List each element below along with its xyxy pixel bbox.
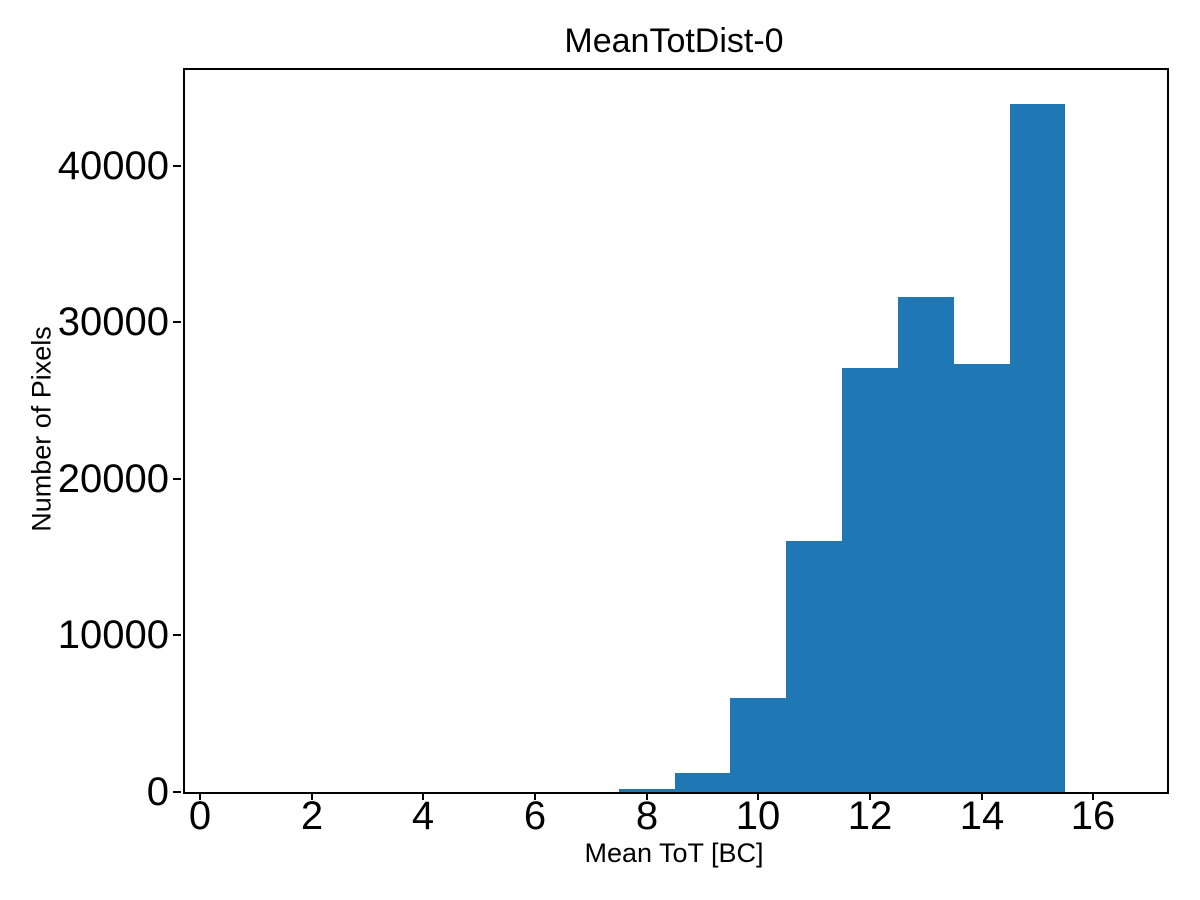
y-tick-label: 10000 bbox=[57, 613, 169, 657]
plot-area bbox=[183, 68, 1169, 794]
histogram-bar bbox=[730, 698, 786, 792]
y-tick-mark bbox=[173, 478, 181, 480]
x-tick-label: 12 bbox=[847, 794, 893, 838]
x-tick-mark bbox=[869, 792, 871, 800]
histogram-bar bbox=[842, 368, 898, 792]
x-tick-mark bbox=[1092, 792, 1094, 800]
histogram-bar bbox=[1010, 104, 1065, 792]
y-tick-label: 30000 bbox=[57, 300, 169, 344]
y-tick-label: 20000 bbox=[57, 457, 169, 501]
x-tick-mark bbox=[311, 792, 313, 800]
y-tick-mark bbox=[173, 165, 181, 167]
x-tick-label: 2 bbox=[300, 794, 324, 838]
x-tick-label: 0 bbox=[188, 794, 212, 838]
x-tick-mark bbox=[981, 792, 983, 800]
chart-title: MeanTotDist-0 bbox=[564, 22, 784, 60]
histogram-bar bbox=[786, 541, 842, 792]
x-tick-mark bbox=[646, 792, 648, 800]
x-tick-label: 4 bbox=[411, 794, 435, 838]
histogram-bar bbox=[619, 789, 675, 792]
y-tick-mark bbox=[173, 634, 181, 636]
y-tick-label: 40000 bbox=[57, 144, 169, 188]
y-axis-label: Number of Pixels bbox=[26, 326, 57, 532]
histogram-bar bbox=[675, 773, 730, 792]
y-tick-mark bbox=[173, 321, 181, 323]
histogram-bar bbox=[898, 297, 954, 792]
x-tick-label: 10 bbox=[735, 794, 781, 838]
x-tick-mark bbox=[757, 792, 759, 800]
x-tick-mark bbox=[534, 792, 536, 800]
x-tick-mark bbox=[199, 792, 201, 800]
x-tick-label: 16 bbox=[1070, 794, 1116, 838]
x-tick-label: 8 bbox=[635, 794, 659, 838]
x-tick-label: 6 bbox=[523, 794, 547, 838]
x-tick-mark bbox=[422, 792, 424, 800]
y-tick-mark bbox=[173, 791, 181, 793]
x-axis-label: Mean ToT [BC] bbox=[584, 838, 764, 868]
x-tick-label: 14 bbox=[959, 794, 1005, 838]
y-tick-label: 0 bbox=[146, 770, 169, 814]
histogram-bar bbox=[954, 364, 1010, 792]
